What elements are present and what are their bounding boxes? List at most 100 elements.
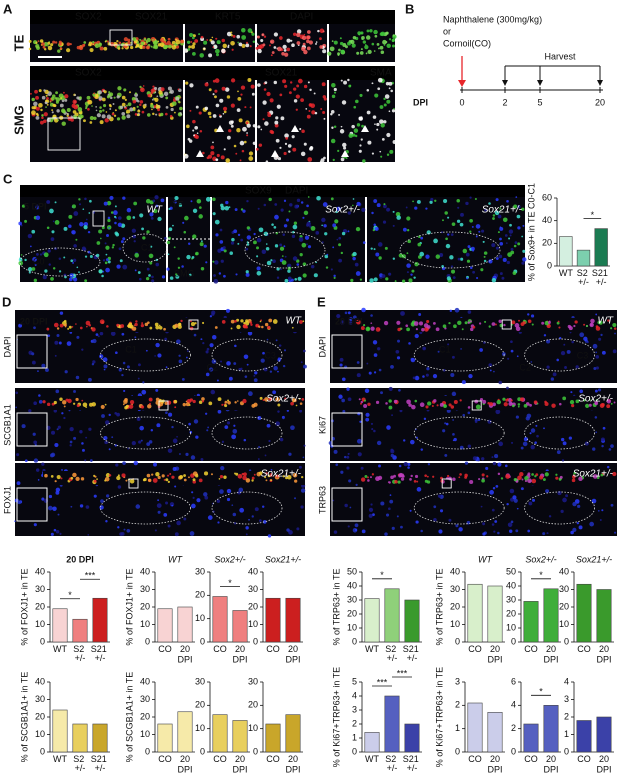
cell <box>136 44 139 48</box>
x-tick-label-line: WT <box>53 644 67 654</box>
cell <box>117 86 122 91</box>
cell <box>368 371 372 375</box>
cell <box>308 40 314 45</box>
day-label: 5 <box>537 97 542 107</box>
cell <box>291 43 295 48</box>
cell <box>230 31 233 34</box>
x-tick-label: S2 +/- <box>73 754 87 773</box>
cell <box>93 479 97 483</box>
cell <box>176 520 181 526</box>
cell <box>199 130 203 133</box>
cell <box>220 465 225 471</box>
cell <box>214 48 220 54</box>
cell <box>230 78 236 83</box>
cell <box>375 252 380 257</box>
cell <box>266 91 271 97</box>
cell <box>522 441 528 447</box>
cell <box>212 44 218 50</box>
cell <box>475 235 478 238</box>
cell <box>274 203 278 206</box>
cell <box>145 349 148 352</box>
cell <box>180 113 183 116</box>
cell <box>311 110 316 115</box>
cell <box>403 462 408 467</box>
cell <box>263 35 267 38</box>
cell <box>330 197 334 201</box>
y-tick-label: 30 <box>140 694 150 704</box>
cell <box>239 507 245 513</box>
cell <box>82 119 86 123</box>
cell <box>264 322 269 327</box>
cell <box>59 103 64 108</box>
cell <box>419 321 424 326</box>
cell <box>196 498 201 503</box>
inset-box <box>47 117 81 151</box>
cell <box>105 520 108 523</box>
cell <box>373 353 378 357</box>
cell <box>284 142 288 146</box>
cell <box>356 201 361 206</box>
cell <box>96 241 101 245</box>
cell <box>398 464 402 468</box>
cell <box>97 335 100 338</box>
cell <box>35 112 39 116</box>
cell <box>462 248 468 254</box>
cell <box>158 401 164 407</box>
channel-label: SCGB1A1 <box>2 404 12 446</box>
cell <box>278 344 282 347</box>
cell <box>303 210 309 216</box>
cell <box>116 40 119 43</box>
cell <box>206 39 209 41</box>
cell <box>221 48 226 54</box>
cell <box>171 425 174 429</box>
channel-label: SOX21 <box>265 68 298 79</box>
cell <box>465 201 469 206</box>
cell <box>139 213 144 218</box>
cell <box>185 400 188 403</box>
cell <box>174 485 177 488</box>
channel-label: TRP63 <box>317 486 327 514</box>
cell <box>544 320 549 326</box>
x-tick-label-line: CO <box>266 754 280 764</box>
cell <box>114 221 117 225</box>
cell <box>237 41 240 44</box>
cell <box>388 507 391 511</box>
cell <box>200 267 205 271</box>
cell <box>109 96 113 100</box>
cell <box>502 397 506 401</box>
cell <box>124 98 127 101</box>
cell <box>252 124 257 128</box>
cell <box>372 340 378 345</box>
cell <box>86 95 91 100</box>
cell <box>34 443 37 446</box>
cell <box>384 94 390 99</box>
cell <box>35 106 40 111</box>
cell <box>308 103 313 107</box>
cell <box>562 396 567 401</box>
cell <box>284 278 289 283</box>
cell <box>380 155 383 158</box>
cell <box>386 153 390 156</box>
cell <box>505 398 509 402</box>
cell <box>193 419 199 424</box>
cell <box>306 39 310 44</box>
cell <box>349 506 352 509</box>
cell <box>262 43 266 47</box>
cell <box>120 240 124 244</box>
cell <box>129 478 135 484</box>
cell <box>201 400 205 403</box>
cell <box>41 114 44 117</box>
cell <box>261 33 265 37</box>
cell <box>481 229 485 233</box>
cell <box>241 149 245 153</box>
cell <box>75 397 79 402</box>
cell <box>344 311 348 315</box>
cell <box>142 45 146 49</box>
cell <box>287 269 291 273</box>
cell <box>80 477 85 481</box>
cell <box>555 473 558 476</box>
cell <box>38 399 43 404</box>
x-axis-label: DPI <box>543 764 558 774</box>
cell <box>198 400 203 404</box>
cell <box>523 404 528 408</box>
